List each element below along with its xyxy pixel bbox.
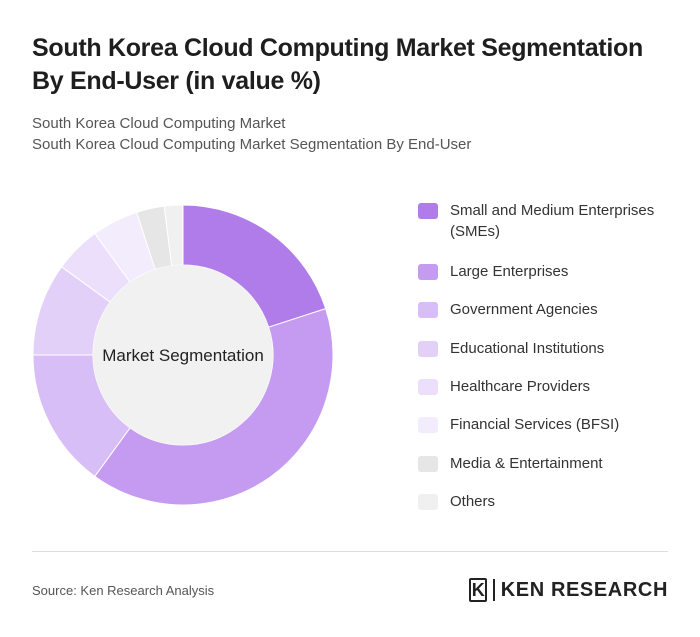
- donut-chart-svg: Market Segmentation: [32, 204, 334, 506]
- ken-research-logo: K KEN RESEARCH: [468, 576, 668, 604]
- logo-wordmark: KEN RESEARCH: [500, 579, 668, 601]
- legend-swatch: [418, 494, 438, 510]
- legend-swatch: [418, 417, 438, 433]
- subtitle-line-segmentation: South Korea Cloud Computing Market Segme…: [32, 136, 472, 153]
- legend-item-financial-services-bfsi: Financial Services (BFSI): [418, 414, 688, 435]
- legend-swatch: [418, 456, 438, 472]
- donut-center-label: Market Segmentation: [102, 346, 264, 365]
- legend-swatch: [418, 302, 438, 318]
- legend-swatch: [418, 264, 438, 280]
- donut-chart: Market Segmentation: [30, 202, 336, 508]
- legend-label: Small and Medium Enterprises (SMEs): [450, 202, 655, 240]
- slice-large-enterprises: [94, 308, 334, 506]
- legend-item-healthcare-providers: Healthcare Providers: [418, 376, 688, 397]
- legend-swatch: [418, 203, 438, 219]
- legend-item-media-entertainment: Media & Entertainment: [418, 453, 688, 474]
- legend-label: Media & Entertainment: [450, 455, 603, 472]
- legend-label: Healthcare Providers: [450, 378, 591, 395]
- legend-label: Government Agencies: [450, 301, 598, 318]
- ken-research-logo-mark: K: [468, 578, 487, 602]
- chart-subtitle: South Korea Cloud Computing Market South…: [32, 113, 672, 155]
- legend-item-others: Others: [418, 491, 688, 512]
- legend-item-educational-institutions: Educational Institutions: [418, 338, 688, 359]
- logo-mark-letter: K: [471, 580, 485, 600]
- footer-divider: [32, 551, 668, 552]
- logo-separator: [492, 579, 495, 601]
- legend-item-small-and-medium-enterprises-smes: Small and Medium Enterprises (SMEs): [418, 200, 688, 242]
- subtitle-line-market: South Korea Cloud Computing Market: [32, 115, 286, 132]
- legend-item-government-agencies: Government Agencies: [418, 299, 688, 320]
- donut-center: [93, 265, 273, 445]
- legend-label: Educational Institutions: [450, 340, 605, 357]
- legend-label: Large Enterprises: [450, 263, 569, 280]
- legend-label: Financial Services (BFSI): [450, 416, 620, 433]
- chart-title: South Korea Cloud Computing Market Segme…: [32, 34, 643, 95]
- legend-swatch: [418, 379, 438, 395]
- legend-item-large-enterprises: Large Enterprises: [418, 261, 688, 282]
- legend-label: Others: [450, 493, 496, 510]
- legend-swatch: [418, 341, 438, 357]
- source-note: Source: Ken Research Analysis: [32, 583, 215, 598]
